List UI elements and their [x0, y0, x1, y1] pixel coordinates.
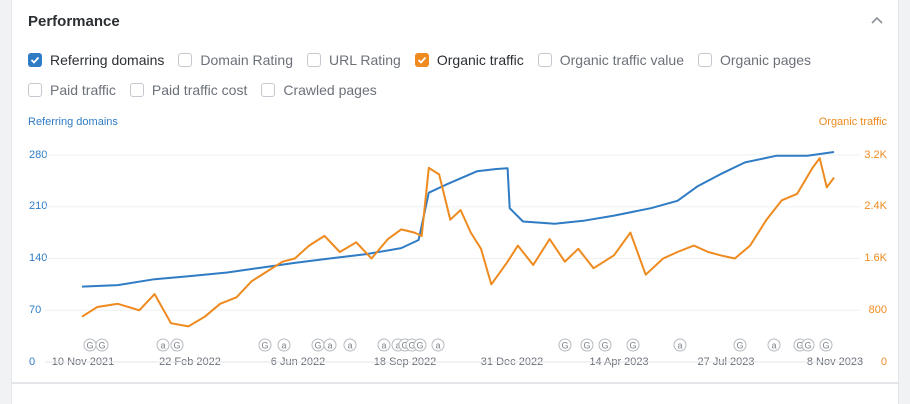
google-update-marker[interactable]: G: [95, 338, 109, 352]
svg-text:G: G: [173, 341, 180, 351]
metric-label: Domain Rating: [200, 52, 293, 68]
metric-organic-traffic-value[interactable]: Organic traffic value: [537, 51, 684, 69]
metric-label: Paid traffic cost: [151, 82, 248, 98]
google-update-marker[interactable]: G: [801, 338, 815, 352]
annotation-marker[interactable]: a: [377, 338, 391, 352]
metric-referring-domains[interactable]: Referring domains: [28, 51, 164, 69]
next-section-card: [11, 383, 899, 404]
left-tick: 70: [29, 304, 42, 316]
annotation-marker[interactable]: a: [323, 338, 337, 352]
metric-paid-traffic[interactable]: Paid traffic: [28, 81, 116, 99]
svg-text:G: G: [401, 341, 408, 351]
svg-text:G: G: [629, 341, 636, 351]
left-tick: 140: [29, 252, 48, 264]
svg-text:G: G: [601, 341, 608, 351]
checkbox[interactable]: [307, 53, 321, 67]
google-update-marker[interactable]: G: [413, 338, 427, 352]
right-tick: 2.4K: [864, 200, 887, 212]
checkbox[interactable]: [129, 83, 144, 97]
svg-text:G: G: [408, 341, 415, 351]
right-tick: 1.6K: [864, 252, 887, 264]
svg-text:a: a: [771, 341, 776, 351]
metric-organic-traffic[interactable]: Organic traffic: [414, 51, 524, 69]
svg-text:G: G: [86, 341, 93, 351]
svg-text:G: G: [583, 341, 590, 351]
google-update-marker[interactable]: G: [598, 338, 612, 352]
metric-url-rating[interactable]: URL Rating: [307, 51, 401, 69]
google-update-marker[interactable]: G: [311, 338, 325, 352]
metric-label: Crawled pages: [283, 82, 377, 98]
series-line-referring-domains[interactable]: [81, 151, 835, 288]
google-update-marker[interactable]: G: [580, 338, 594, 352]
left-axis-title: Referring domains: [28, 116, 118, 128]
checkbox[interactable]: [178, 53, 193, 67]
svg-text:a: a: [281, 341, 286, 351]
svg-text:a: a: [347, 341, 352, 351]
svg-text:G: G: [822, 341, 829, 351]
google-update-marker[interactable]: G: [83, 338, 97, 352]
metric-label: Organic traffic: [436, 52, 524, 68]
series-line-organic-traffic[interactable]: [81, 157, 835, 328]
right-tick: 800: [868, 304, 887, 316]
left-tick: 210: [29, 200, 48, 212]
svg-text:a: a: [327, 341, 332, 351]
metric-crawled-pages[interactable]: Crawled pages: [261, 81, 377, 99]
annotation-marker[interactable]: a: [343, 338, 357, 352]
svg-text:a: a: [381, 341, 386, 351]
svg-text:G: G: [416, 341, 423, 351]
checkbox[interactable]: [698, 53, 712, 67]
metric-label: Organic pages: [720, 52, 812, 68]
right-axis-title: Organic traffic: [818, 116, 887, 128]
google-update-marker[interactable]: G: [258, 338, 272, 352]
metric-label: Referring domains: [50, 52, 165, 68]
google-update-marker[interactable]: G: [558, 338, 572, 352]
checkbox[interactable]: [28, 53, 42, 67]
left-tick: 280: [29, 149, 48, 161]
svg-text:G: G: [98, 341, 105, 351]
checkbox[interactable]: [261, 83, 276, 97]
checkbox[interactable]: [414, 53, 429, 67]
chevron-up-icon[interactable]: [870, 15, 884, 25]
svg-text:G: G: [804, 341, 811, 351]
svg-text:a: a: [160, 341, 165, 351]
svg-text:a: a: [435, 341, 440, 351]
metric-organic-pages[interactable]: Organic pages: [698, 51, 811, 69]
checkbox[interactable]: [28, 83, 42, 97]
metric-checkbox-list: Referring domains Domain Rating URL Rati…: [28, 51, 888, 99]
performance-panel: Performance Referring domains Domain Rat…: [11, 0, 899, 383]
annotation-marker[interactable]: a: [767, 338, 781, 352]
svg-text:a: a: [395, 341, 400, 351]
svg-text:G: G: [796, 341, 803, 351]
annotation-marker[interactable]: a: [156, 338, 170, 352]
svg-text:G: G: [261, 341, 268, 351]
metric-label: Paid traffic: [50, 82, 116, 98]
google-update-marker[interactable]: G: [819, 338, 833, 352]
google-update-marker[interactable]: G: [170, 338, 184, 352]
svg-text:G: G: [314, 341, 321, 351]
annotation-marker[interactable]: a: [673, 338, 687, 352]
google-update-marker[interactable]: G: [733, 338, 747, 352]
svg-text:G: G: [736, 341, 743, 351]
annotation-marker[interactable]: a: [277, 338, 291, 352]
annotation-marker[interactable]: a: [431, 338, 445, 352]
left-tick: 0: [29, 356, 36, 368]
google-update-marker[interactable]: G: [626, 338, 640, 352]
metric-domain-rating[interactable]: Domain Rating: [178, 51, 293, 69]
metric-label: Organic traffic value: [559, 52, 684, 68]
panel-title: Performance: [28, 13, 120, 30]
checkbox[interactable]: [537, 53, 552, 67]
metric-label: URL Rating: [329, 52, 401, 68]
right-tick: 0: [880, 356, 887, 368]
svg-text:G: G: [561, 341, 568, 351]
right-tick: 3.2K: [864, 149, 887, 161]
metric-paid-traffic-cost[interactable]: Paid traffic cost: [129, 81, 248, 99]
svg-text:a: a: [677, 341, 682, 351]
